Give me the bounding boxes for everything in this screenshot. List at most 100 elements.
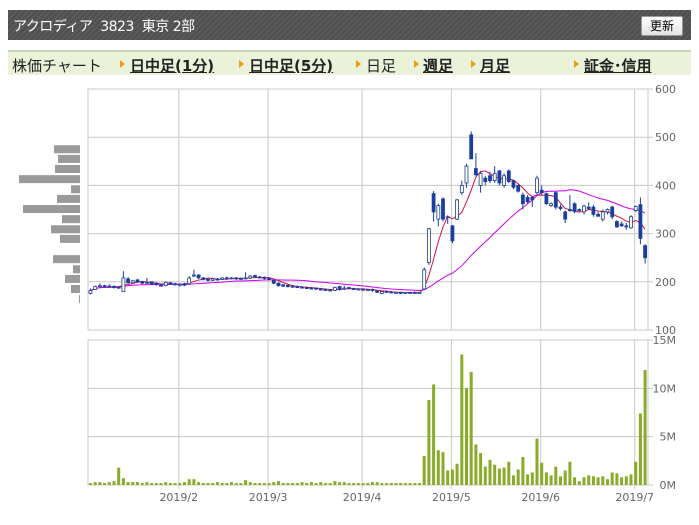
- tab-daily[interactable]: 日足: [366, 57, 397, 75]
- candle-up: [464, 165, 469, 184]
- volume-bar: [258, 483, 262, 485]
- volume-bar: [615, 473, 619, 485]
- price-tick-label: 600: [655, 83, 676, 96]
- volume-bar: [225, 483, 229, 485]
- volume-bar: [309, 482, 313, 485]
- volume-bar: [159, 483, 163, 485]
- candle-up: [478, 172, 483, 186]
- candle-up: [187, 277, 192, 285]
- volume-bar: [361, 483, 365, 485]
- candle-up: [582, 205, 586, 213]
- chart-nav: 株価チャート 日中足(1分) 日中足(5分) 日足 週足 月足 証金･信用: [8, 50, 691, 75]
- volume-bar: [300, 482, 304, 485]
- candle-up: [365, 289, 370, 291]
- volume-bar: [154, 483, 158, 485]
- volume-tick-label: 15M: [653, 334, 677, 347]
- tab-monthly[interactable]: 月足: [480, 57, 511, 75]
- candle-down: [149, 281, 154, 285]
- volume-tick-label: 0M: [660, 479, 677, 492]
- price-panel: [87, 88, 649, 331]
- candle-up: [88, 290, 93, 294]
- candle-down: [511, 180, 516, 188]
- candle-down: [347, 287, 351, 289]
- volume-bar: [136, 482, 139, 485]
- candle-up: [332, 287, 337, 291]
- volume-bar: [314, 483, 318, 485]
- date-tick-label: 2019/6: [521, 491, 560, 504]
- arrow-icon: [574, 60, 579, 68]
- volume-profile-bar: [51, 225, 80, 234]
- tab-intraday-5min[interactable]: 日中足(5分): [249, 57, 334, 75]
- volume-bar: [526, 474, 530, 485]
- tab-intraday-1min[interactable]: 日中足(1分): [130, 57, 215, 75]
- volume-bar: [131, 482, 135, 485]
- volume-bar: [629, 474, 633, 485]
- candle-up: [417, 292, 422, 294]
- refresh-button[interactable]: 更新: [641, 16, 683, 36]
- volume-profile-bar: [62, 215, 80, 224]
- candle-down: [318, 288, 323, 291]
- candle-down: [285, 284, 290, 288]
- candle-up: [492, 172, 497, 181]
- candle-down: [408, 292, 413, 294]
- candle-up: [243, 277, 248, 280]
- volume-bar: [450, 469, 454, 485]
- volume-bar: [281, 483, 285, 485]
- tab-margin[interactable]: 証金･信用: [584, 57, 652, 75]
- price-tick-label: 400: [655, 179, 676, 192]
- candle-up: [248, 275, 253, 279]
- candle-up: [502, 175, 507, 186]
- volume-bar: [502, 467, 506, 485]
- volume-bar: [535, 438, 539, 485]
- candle-down: [102, 285, 107, 288]
- candle-down: [224, 277, 229, 280]
- candle-up: [605, 209, 610, 213]
- volume-bar: [352, 483, 356, 485]
- candle-down: [525, 197, 530, 203]
- volume-bar: [601, 476, 605, 485]
- volume-bar: [389, 483, 393, 485]
- volume-bar: [173, 483, 177, 485]
- candle-down: [577, 209, 582, 211]
- candle-up: [130, 280, 135, 284]
- candle-up: [121, 277, 126, 292]
- candle-up: [445, 216, 450, 219]
- candle-down: [586, 206, 591, 209]
- date-tick-label: 2019/4: [343, 491, 382, 504]
- candle-down: [539, 189, 544, 194]
- candle-down: [568, 209, 572, 211]
- candle-up: [394, 292, 398, 294]
- arrow-icon: [120, 60, 125, 68]
- price-tick-label: 100: [655, 324, 676, 337]
- volume-profile-bar: [23, 205, 80, 214]
- candle-down: [196, 274, 201, 279]
- candle-down: [267, 278, 272, 280]
- volume-bar: [432, 384, 436, 485]
- candle-up: [93, 286, 98, 290]
- candle-down: [398, 292, 403, 294]
- candle-down: [304, 287, 309, 289]
- stock-title: アクロディア 3823 東京 2部: [13, 19, 195, 35]
- volume-bar: [479, 453, 483, 485]
- volume-bar: [403, 483, 407, 485]
- candle-up: [426, 228, 431, 263]
- volume-bar: [577, 481, 581, 485]
- candle-down: [314, 287, 319, 290]
- volume-bar: [234, 483, 238, 485]
- title-bar: アクロディア 3823 東京 2部 更新: [8, 10, 691, 40]
- moving-average-5: [90, 170, 646, 294]
- volume-bar: [540, 462, 544, 485]
- candle-up: [403, 292, 408, 294]
- candle-up: [177, 283, 182, 286]
- candle-down: [107, 285, 112, 288]
- candle-down: [361, 288, 366, 291]
- volume-bar: [413, 483, 417, 485]
- candle-up: [220, 277, 225, 280]
- candle-down: [140, 281, 145, 284]
- volume-bar: [98, 482, 102, 485]
- candle-down: [610, 206, 615, 218]
- candle-down: [206, 278, 210, 281]
- candle-up: [342, 287, 347, 290]
- candle-down: [337, 286, 342, 290]
- tab-weekly[interactable]: 週足: [423, 57, 454, 75]
